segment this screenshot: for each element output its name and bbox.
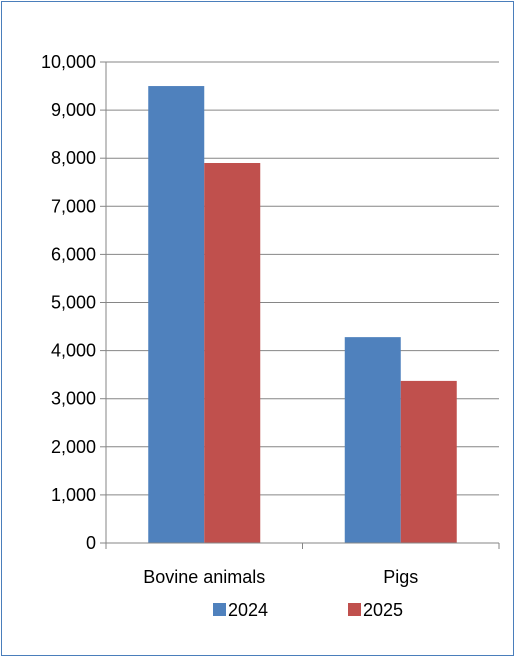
y-tick-label: 3,000 [51, 389, 96, 409]
bar-2025-pigs [400, 380, 457, 543]
legend-swatch-2024 [213, 603, 226, 616]
legend-label-2024: 2024 [228, 600, 268, 620]
y-tick-label: 1,000 [51, 485, 96, 505]
x-category-label: Bovine animals [143, 567, 265, 587]
axes [100, 61, 500, 549]
bar-2024-bovine-animals [148, 86, 205, 544]
y-tick-label: 7,000 [51, 196, 96, 216]
legend-label-2025: 2025 [363, 600, 403, 620]
x-axis-category-labels: Bovine animals Pigs [143, 567, 418, 587]
y-tick-label: 0 [86, 533, 96, 553]
y-axis-tick-labels: 0 1,000 2,000 3,000 4,000 5,000 6,000 7,000 8,00… [41, 52, 96, 553]
legend: 2024 2025 [213, 600, 403, 620]
bar-2024-pigs [344, 337, 401, 543]
y-tick-label: 10,000 [41, 52, 96, 72]
y-tick-label: 9,000 [51, 100, 96, 120]
y-tick-label: 5,000 [51, 293, 96, 313]
y-tick-label: 6,000 [51, 244, 96, 264]
legend-swatch-2025 [348, 603, 361, 616]
x-category-label: Pigs [383, 567, 418, 587]
bar-2025-bovine-animals [204, 163, 261, 543]
y-tick-label: 8,000 [51, 148, 96, 168]
bars [148, 86, 457, 544]
y-tick-label: 4,000 [51, 341, 96, 361]
y-tick-label: 2,000 [51, 437, 96, 457]
